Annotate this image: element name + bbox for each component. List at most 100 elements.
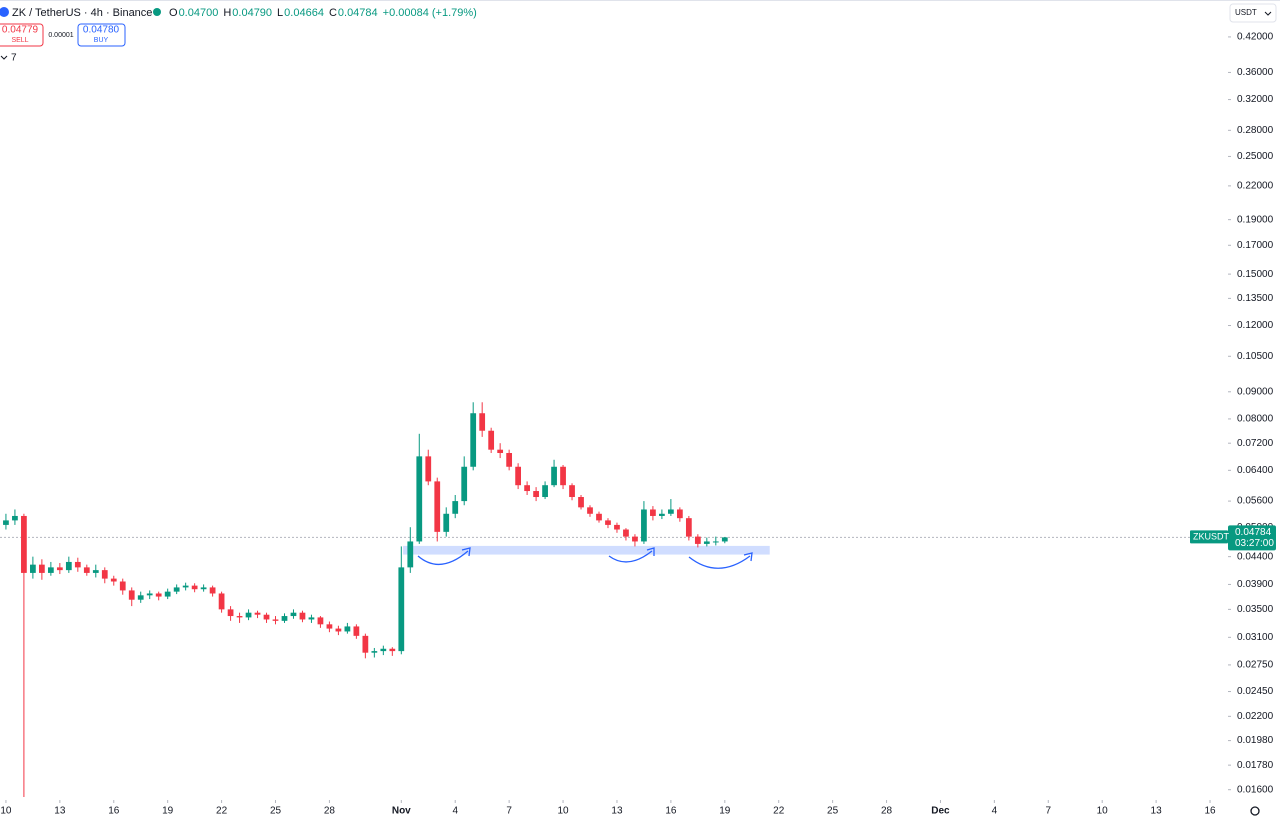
currency[interactable]: USDT — [1235, 8, 1257, 17]
symbol-label: ZKUSDT — [1193, 532, 1230, 542]
candle-body — [30, 564, 36, 573]
sell-label: SELL — [11, 37, 28, 44]
candle-body — [533, 491, 539, 498]
candle-body — [623, 529, 629, 537]
candle — [119, 578, 126, 595]
candle — [173, 584, 180, 595]
candle — [65, 556, 72, 573]
candle-body — [164, 591, 171, 597]
candle-body — [614, 524, 620, 530]
candle-body — [92, 570, 99, 573]
buy-price: 0.04780 — [83, 25, 120, 36]
candle — [721, 537, 728, 544]
settings-icon[interactable] — [1250, 806, 1260, 816]
candle-body — [434, 481, 441, 532]
candle-body — [371, 651, 378, 653]
candle-body — [703, 541, 710, 544]
ohlc-value: 0.04700 — [179, 7, 219, 19]
candle-body — [542, 485, 548, 498]
candle — [128, 587, 135, 607]
candle — [425, 449, 432, 486]
sell-button[interactable] — [0, 23, 44, 47]
y-tick-label: 0.01980 — [1237, 735, 1274, 746]
candle — [560, 464, 566, 490]
candle — [272, 616, 279, 625]
plot-area: 0.42000 0.36000 0.32000 0.28000 0.25000 0.220… — [0, 32, 1274, 817]
candle-body — [632, 536, 638, 542]
candle-body — [218, 593, 225, 610]
candle-body — [317, 617, 324, 625]
arrow-head — [461, 547, 471, 557]
candle-body — [650, 509, 656, 516]
candle — [182, 582, 189, 591]
y-tick-label: 0.42000 — [1237, 32, 1274, 43]
candle-body — [389, 648, 396, 652]
x-tick-label: 16 — [108, 806, 120, 817]
y-tick-label: 0.36000 — [1237, 67, 1274, 78]
candle — [506, 449, 513, 471]
arrow-head — [743, 552, 753, 562]
drawings — [417, 547, 753, 569]
candle-body — [569, 485, 575, 498]
candle — [281, 613, 288, 623]
candle-body — [191, 585, 198, 590]
x-tick-label: 25 — [827, 806, 839, 817]
candle — [353, 624, 360, 639]
candle — [155, 591, 162, 601]
candle-body — [479, 413, 486, 431]
currency-button[interactable] — [1229, 3, 1277, 23]
x-tick-label: 4 — [992, 806, 998, 817]
candle-body — [146, 593, 153, 596]
candle-body — [712, 541, 719, 543]
candle-body — [3, 520, 9, 525]
x-tick-label: 22 — [216, 806, 228, 817]
y-tick-label: 0.01600 — [1237, 784, 1274, 795]
symbol-icon[interactable] — [0, 7, 9, 17]
candle-body — [245, 612, 252, 618]
x-tick-label: 16 — [1204, 806, 1216, 817]
candle-body — [47, 567, 54, 573]
buy-button[interactable] — [77, 23, 126, 47]
x-tick-label: Dec — [931, 806, 950, 817]
candle — [227, 606, 234, 621]
candle — [290, 609, 297, 619]
candle — [533, 487, 539, 502]
ohlc-key: H — [223, 7, 231, 19]
candle — [92, 564, 99, 578]
candle — [452, 495, 459, 519]
candle — [479, 402, 486, 437]
candle-body — [515, 466, 521, 486]
y-tick-label: 0.10500 — [1237, 351, 1274, 362]
candle — [74, 557, 81, 572]
y-tick-label: 0.01780 — [1237, 760, 1274, 771]
candle — [209, 585, 216, 597]
indicators-count[interactable]: 7 — [11, 53, 17, 64]
candle — [236, 612, 243, 623]
candle — [83, 564, 90, 576]
candle-body — [227, 609, 234, 617]
chart-title[interactable]: ZK / TetherUS · 4h · Binance — [12, 7, 152, 19]
candle — [668, 499, 674, 516]
candle — [578, 495, 584, 510]
candle — [703, 537, 710, 547]
candle — [524, 481, 530, 496]
candle — [380, 645, 387, 656]
candle-body — [416, 456, 423, 542]
candle-body — [119, 581, 126, 591]
candle-body — [694, 536, 701, 544]
candle — [515, 463, 521, 490]
ohlc-value: 0.04784 — [338, 7, 378, 19]
price-label-value: 0.04784 — [1235, 527, 1272, 538]
x-tick-label: 13 — [611, 806, 623, 817]
candle — [362, 633, 369, 659]
y-tick-label: 0.02200 — [1237, 711, 1274, 722]
symbol-label-box — [1190, 530, 1228, 544]
ohlc-key: C — [329, 7, 337, 19]
y-tick-label: 0.03500 — [1237, 604, 1274, 615]
x-tick-label: 19 — [719, 806, 731, 817]
candle — [470, 402, 477, 471]
candle — [443, 507, 450, 537]
candle-body — [335, 628, 342, 632]
collapse-icon[interactable] — [0, 55, 8, 60]
x-tick-label: Nov — [392, 806, 411, 817]
